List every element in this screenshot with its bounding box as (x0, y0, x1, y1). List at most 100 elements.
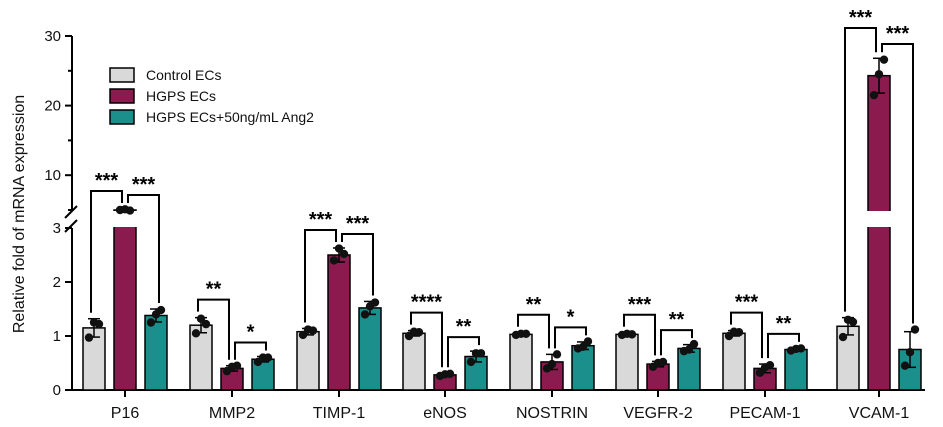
legend-label: Control ECs (146, 67, 221, 83)
bar (509, 333, 533, 391)
data-point (414, 328, 424, 337)
significance-bracket-right (767, 332, 800, 359)
bar (722, 332, 746, 391)
x-tick-label: VEGFR-2 (623, 405, 692, 422)
data-point (370, 298, 380, 307)
bar (144, 314, 168, 391)
x-tick-label: NOSTRIN (516, 405, 588, 422)
y-axis-break-mark-lower (64, 219, 78, 233)
significance-label-left: *** (849, 7, 873, 29)
data-point (900, 361, 910, 370)
data-point (84, 333, 94, 342)
significance-label-left: *** (628, 294, 652, 316)
data-point (308, 326, 318, 335)
bar-break-gap (111, 211, 139, 227)
significance-label-right: ** (776, 313, 792, 335)
data-point (583, 337, 593, 346)
bar-break-gap (865, 211, 893, 227)
data-point (329, 256, 339, 265)
data-point (796, 344, 806, 353)
data-point (848, 317, 858, 327)
data-point (905, 348, 915, 357)
significance-bracket-right (554, 326, 587, 349)
data-point (874, 70, 884, 79)
y-tick-label: 2 (53, 274, 61, 291)
data-point (552, 350, 562, 359)
significance-bracket-left (730, 311, 763, 359)
data-point (910, 325, 920, 334)
data-point (734, 328, 744, 337)
significance-bracket-right (341, 232, 374, 296)
y-tick-label: 20 (44, 98, 61, 115)
x-tick-label: MMP2 (209, 405, 255, 422)
data-point (578, 342, 588, 351)
significance-bracket-left (623, 313, 656, 356)
legend-label: HGPS ECs+50ng/mL Ang2 (146, 109, 314, 125)
significance-bracket-left (90, 189, 123, 313)
significance-bracket-left (304, 228, 337, 323)
significance-bracket-right (234, 341, 267, 360)
significance-bracket-right (127, 193, 160, 303)
bar (296, 330, 320, 391)
bar (113, 209, 137, 391)
bar (677, 347, 701, 391)
significance-label-right: * (567, 306, 575, 328)
data-point (445, 369, 455, 378)
data-point (547, 359, 557, 369)
data-point (521, 329, 531, 339)
significance-bracket-left (844, 27, 877, 312)
significance-label-right: ** (669, 309, 685, 331)
legend-swatch (109, 109, 135, 125)
data-point (466, 357, 476, 367)
data-point (869, 90, 879, 100)
data-point (125, 206, 135, 215)
x-tick-label: TIMP-1 (313, 405, 366, 422)
data-point (298, 330, 308, 340)
significance-bracket-left (197, 298, 230, 360)
y-axis-title: Relative fold of mRNA expression (11, 95, 28, 333)
data-point (684, 345, 694, 354)
significance-label-left: **** (411, 292, 442, 314)
data-point (146, 318, 156, 327)
data-point (156, 305, 166, 315)
data-point (232, 361, 242, 370)
bar (615, 333, 639, 391)
bar (327, 254, 351, 391)
x-tick-label: PECAM-1 (729, 405, 800, 422)
significance-bracket-right (447, 336, 480, 368)
significance-label-right: * (247, 322, 255, 344)
data-point (476, 349, 486, 358)
x-tick-label: eNOS (423, 405, 467, 422)
legend: Control ECs HGPS ECs HGPS ECs+50ng/mL Ang2 (109, 67, 314, 125)
data-point (263, 353, 273, 362)
significance-label-right: *** (132, 174, 156, 196)
y-tick-label: 3 (53, 220, 61, 237)
data-point (201, 319, 211, 329)
data-point (360, 310, 370, 319)
data-point (339, 249, 349, 259)
bar (571, 344, 595, 391)
bar (784, 348, 808, 391)
significance-bracket-left (517, 313, 550, 349)
y-tick-label: 0 (53, 382, 61, 399)
bar (358, 307, 382, 391)
significance-label-left: ** (206, 279, 222, 301)
significance-label-right: *** (346, 213, 370, 235)
significance-bracket-right (660, 329, 693, 356)
significance-label-left: *** (95, 170, 119, 192)
data-point (196, 314, 206, 323)
data-point (334, 244, 344, 253)
bar (867, 74, 891, 391)
legend-label: HGPS ECs (146, 88, 216, 104)
significance-label-left: ** (526, 294, 542, 316)
data-point (191, 329, 201, 338)
data-point (658, 357, 668, 367)
y-tick-label: 10 (44, 167, 61, 184)
significance-label-left: *** (735, 292, 759, 314)
significance-label-left: *** (309, 209, 333, 231)
significance-label-right: ** (456, 316, 472, 338)
significance-label-right: *** (886, 23, 910, 45)
data-point (879, 55, 889, 64)
data-point (627, 330, 637, 339)
